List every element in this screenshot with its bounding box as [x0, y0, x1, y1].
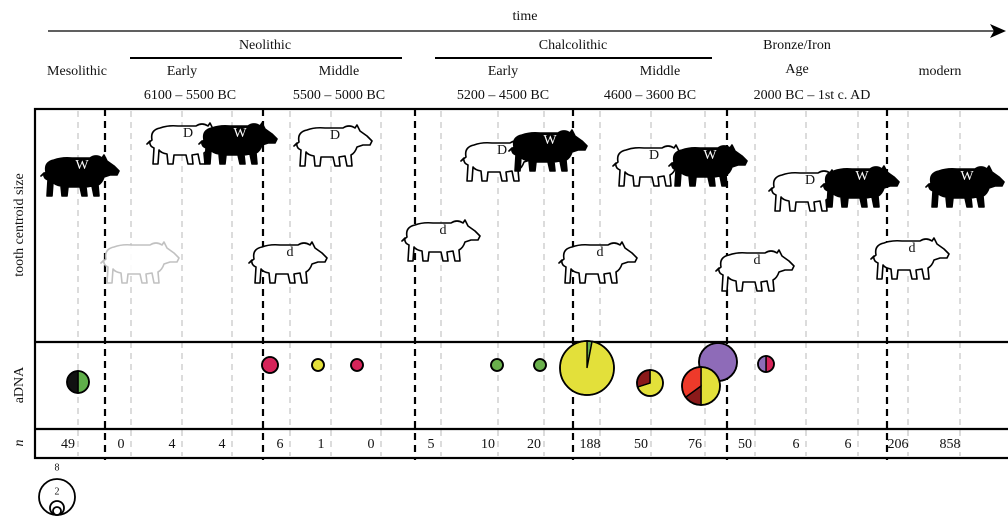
sample-size: 4: [219, 437, 226, 452]
sample-size: 858: [940, 437, 961, 452]
pie-slice: [66, 370, 79, 394]
sample-size: 6: [845, 437, 852, 452]
pigs: W D Wd Dd D Wd D Wd D Wd W: [40, 122, 1005, 292]
arrow-head: [990, 24, 1006, 38]
pie-outline: [490, 358, 504, 372]
period: Bronze/Iron: [763, 38, 831, 53]
panel-frame: [33, 107, 1008, 460]
sample-size: 1: [318, 437, 325, 452]
dates: 6100 – 5500 BC: [144, 88, 236, 103]
pig-label: d: [440, 223, 447, 238]
legend-label: 8: [55, 462, 60, 473]
pie-outline: [559, 340, 615, 396]
n-row: 49 0 4 4 6 1 0 5 10 20 188 50 76 50 6 6 206 858: [61, 437, 961, 452]
pie-outline: [636, 369, 664, 397]
period: Neolithic: [239, 38, 291, 53]
pig-label: d: [287, 245, 294, 260]
pig-label: W: [703, 148, 717, 163]
sample-size: 20: [527, 437, 541, 452]
legend-label: 2: [55, 486, 60, 497]
period: Age: [785, 62, 808, 77]
period: modern: [919, 64, 962, 79]
dates: 2000 BC – 1st c. AD: [754, 88, 871, 103]
legend-circle: [52, 506, 62, 516]
pie-outline: [757, 355, 775, 373]
pig-label: d: [597, 245, 604, 260]
pig-label: D: [805, 173, 815, 188]
period: Chalcolithic: [539, 38, 607, 53]
pig-label: W: [960, 169, 974, 184]
phase: Early: [167, 64, 197, 79]
time-label: time: [513, 9, 538, 24]
axis-label: tooth centroid size: [12, 173, 27, 276]
axis-label: aDNA: [12, 366, 27, 403]
pig-label: W: [855, 169, 869, 184]
pie-outline: [681, 366, 721, 406]
pig-label: d: [754, 253, 761, 268]
pig-label: D: [330, 128, 340, 143]
pig-label: W: [233, 126, 247, 141]
period: Mesolithic: [47, 64, 107, 79]
dates: 4600 – 3600 BC: [604, 88, 696, 103]
pig-label: D: [183, 126, 193, 141]
sample-size: 6: [277, 437, 284, 452]
sample-size: 50: [738, 437, 752, 452]
phase: Middle: [640, 64, 680, 79]
pies: [66, 340, 775, 406]
sample-size: 4: [169, 437, 176, 452]
phase: Middle: [319, 64, 359, 79]
pie-outline: [261, 356, 279, 374]
sample-size: 6: [793, 437, 800, 452]
pie-outline: [66, 370, 90, 394]
sample-size: 49: [61, 437, 75, 452]
pig: [100, 241, 180, 284]
pig-label: W: [75, 158, 89, 173]
pig-label: W: [543, 133, 557, 148]
pig-label: d: [909, 241, 916, 256]
phase: Early: [488, 64, 518, 79]
axis-label: n: [12, 440, 27, 447]
pig-label: D: [649, 148, 659, 163]
dates: 5200 – 4500 BC: [457, 88, 549, 103]
pie-outline: [311, 358, 325, 372]
sample-size: 0: [118, 437, 125, 452]
sample-size: 76: [688, 437, 702, 452]
sample-size: 206: [888, 437, 909, 452]
pie-outline: [350, 358, 364, 372]
sample-size: 0: [368, 437, 375, 452]
sample-size: 188: [580, 437, 601, 452]
sample-size: 50: [634, 437, 648, 452]
pie-slice: [77, 370, 90, 394]
sample-size: 5: [428, 437, 435, 452]
sample-size: 10: [481, 437, 495, 452]
pig-label: D: [497, 143, 507, 158]
dates: 5500 – 5000 BC: [293, 88, 385, 103]
pie-outline: [533, 358, 547, 372]
